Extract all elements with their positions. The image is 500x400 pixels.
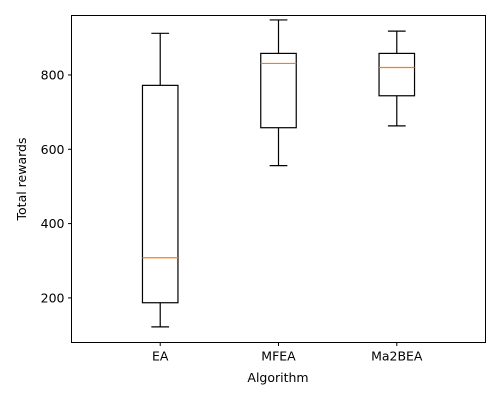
y-axis-label: Total rewards — [14, 138, 29, 222]
iqr-box — [378, 52, 416, 97]
iqr-box — [260, 52, 297, 129]
plot-area — [141, 19, 416, 328]
y-tick-label: 200 — [41, 290, 65, 305]
y-tick-label: 800 — [41, 67, 65, 82]
box-ma2bea — [378, 30, 416, 127]
x-axis-label: Algorithm — [247, 370, 308, 385]
x-tick-label: Ma2BEA — [371, 349, 423, 364]
axes-frame — [71, 15, 486, 343]
y-tick-label: 600 — [41, 142, 65, 157]
x-tick-label: EA — [152, 349, 169, 364]
x-tick-label: MFEA — [261, 349, 296, 364]
x-axis: EA MFEA Ma2BEA — [152, 342, 423, 364]
box-ea — [141, 32, 179, 328]
y-tick-label: 400 — [41, 216, 65, 231]
y-axis: 200 400 600 800 — [41, 67, 72, 305]
iqr-box — [141, 84, 179, 304]
box-mfea — [260, 19, 297, 167]
